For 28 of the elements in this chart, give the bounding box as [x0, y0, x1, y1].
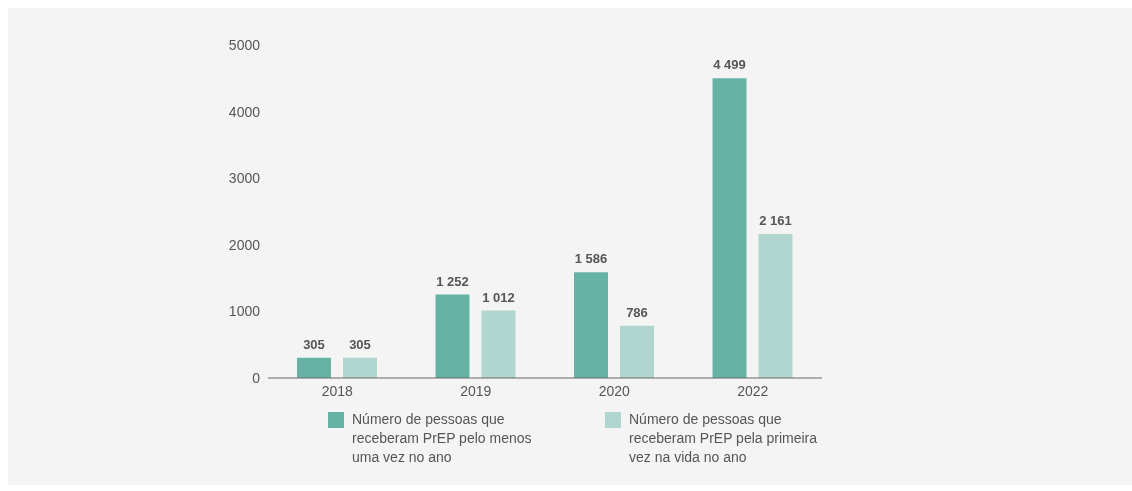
legend-label: Número de pessoas que receberam PrEP pelo menos uma vez no ano — [352, 410, 533, 467]
data-label: 1 252 — [436, 273, 469, 289]
bar — [435, 294, 470, 378]
x-tick-label: 2020 — [598, 382, 631, 399]
data-label: 305 — [303, 336, 325, 352]
x-tick-label: 2022 — [737, 382, 769, 399]
bar — [712, 78, 747, 378]
legend-label: Número de pessoas que receberam PrEP pela primeira vez na vida no ano — [629, 410, 819, 467]
y-tick-label: 2000 — [228, 236, 261, 253]
x-tick-label: 2019 — [460, 382, 492, 399]
bar — [758, 234, 793, 378]
x-tick-label: 2018 — [321, 382, 354, 399]
y-tick-label: 4000 — [228, 103, 261, 120]
data-label: 305 — [349, 336, 371, 352]
y-tick-label: 0 — [252, 369, 261, 386]
data-label: 1 586 — [574, 251, 608, 267]
y-tick-label: 1000 — [228, 303, 261, 320]
y-tick-label: 3000 — [228, 170, 261, 187]
bar — [574, 272, 608, 378]
data-label: 4 499 — [713, 57, 746, 73]
data-label: 786 — [626, 304, 648, 320]
bar — [297, 357, 331, 378]
y-tick-label: 5000 — [228, 36, 261, 53]
data-label: 2 161 — [759, 213, 792, 229]
bar — [620, 325, 654, 378]
data-label: 1 012 — [482, 289, 515, 305]
bar — [343, 357, 377, 378]
bar — [481, 310, 516, 378]
